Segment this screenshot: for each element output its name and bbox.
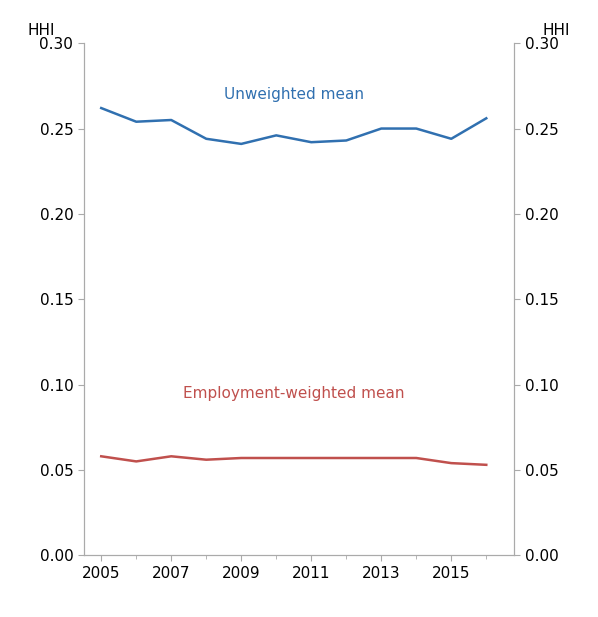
Text: HHI: HHI: [28, 23, 55, 38]
Text: Employment-weighted mean: Employment-weighted mean: [183, 386, 404, 400]
Text: Unweighted mean: Unweighted mean: [224, 87, 364, 102]
Text: HHI: HHI: [543, 23, 570, 38]
